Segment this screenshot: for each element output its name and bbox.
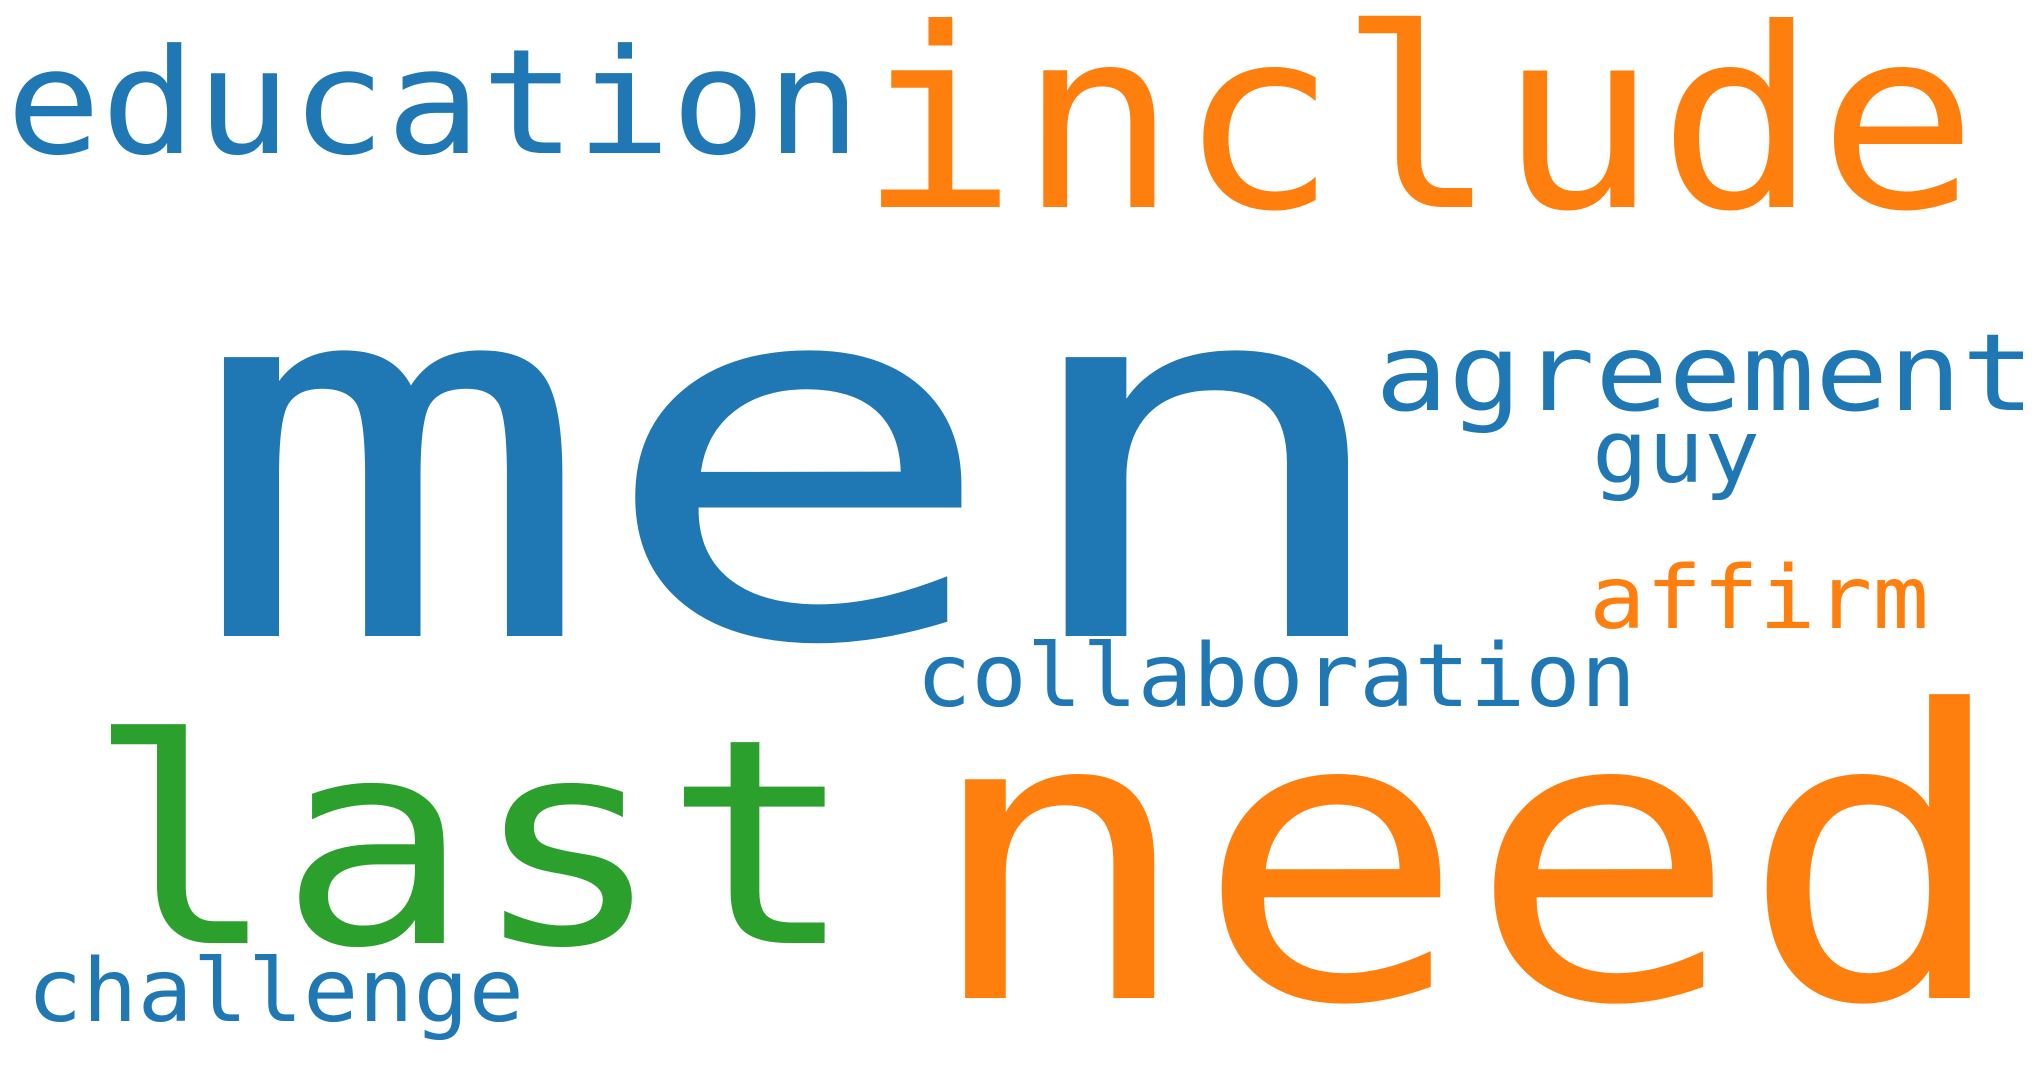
word-guy: guy (1592, 401, 1760, 503)
word-agreement: agreement (1375, 312, 2035, 436)
word-affirm: affirm (1589, 547, 1929, 649)
word-include: include (858, 0, 1978, 266)
word-last: last (86, 679, 856, 1011)
word-need: need (922, 628, 2012, 1080)
word-men: men (188, 164, 1408, 757)
word-education: education (6, 18, 861, 188)
word-collaboration: collaboration (916, 625, 1636, 727)
word-challenge: challenge (27, 940, 524, 1042)
